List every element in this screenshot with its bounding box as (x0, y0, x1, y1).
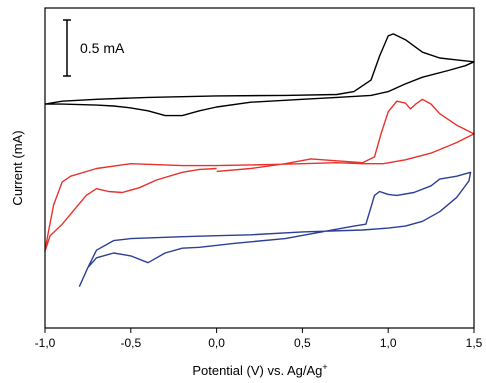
x-tick-label: 0,0 (208, 336, 225, 350)
cv-curve-1 (44, 33, 475, 117)
x-ticks: -1,0 -0,5 0,0 0,5 1,0 1,5 (35, 328, 483, 350)
plot-frame (44, 7, 475, 329)
x-tick-label: 1,5 (466, 336, 483, 350)
x-axis-label: Potential (V) vs. Ag/Ag+ (192, 362, 327, 378)
x-tick-label: -0,5 (120, 336, 141, 350)
x-tick-label: -1,0 (35, 336, 56, 350)
y-axis-label: Current (mA) (10, 130, 25, 205)
x-tick-label: 1,0 (380, 336, 397, 350)
scale-bar: 0.5 mA (63, 19, 125, 77)
x-tick-label: 0,5 (294, 336, 311, 350)
series-layer (44, 33, 475, 287)
scale-bar-label: 0.5 mA (80, 40, 125, 56)
cv-curve-2 (44, 98, 475, 252)
cv-curve-3 (78, 171, 472, 287)
